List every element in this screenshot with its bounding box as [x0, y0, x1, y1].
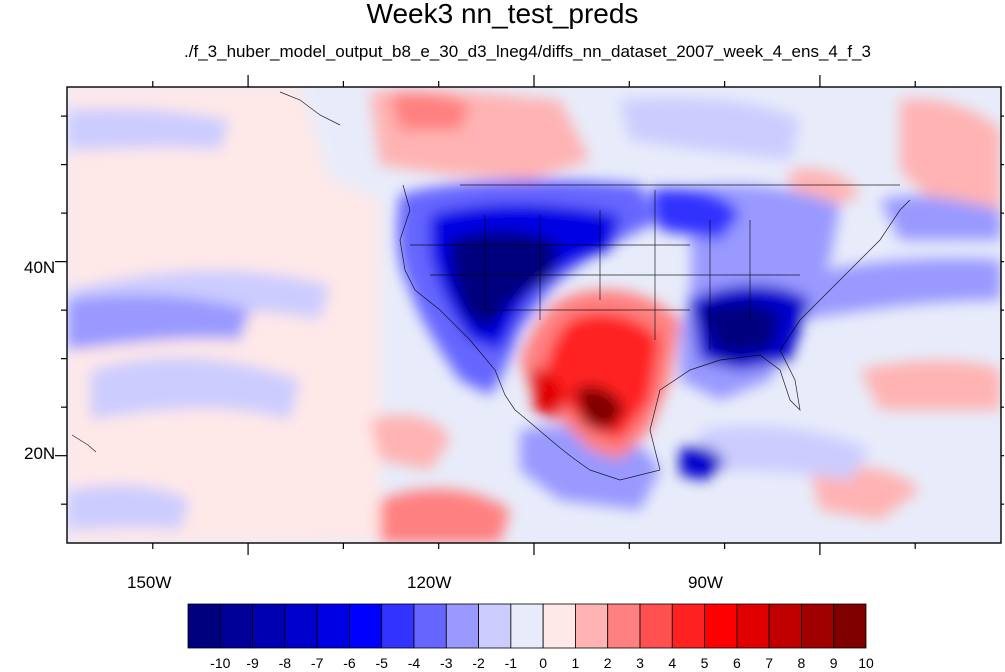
colorbar-label: -3	[440, 655, 453, 671]
colorbar-swatch	[316, 603, 350, 649]
colorbar-label: 9	[829, 655, 838, 671]
colorbar-swatch	[575, 603, 609, 649]
lat-label-40n: 40N	[24, 258, 56, 277]
colorbar-swatch	[801, 603, 835, 649]
map-subtitle: ./f_3_huber_model_output_b8_e_30_d3_lneg…	[184, 42, 871, 61]
colorbar-swatch	[639, 603, 673, 649]
colorbar-swatch	[219, 603, 253, 649]
colorbar-label: 5	[700, 655, 709, 671]
lon-label-120w: 120W	[407, 573, 452, 592]
anomaly-field	[67, 87, 1001, 543]
colorbar-swatch	[607, 603, 641, 649]
colorbar-label: 10	[858, 655, 874, 671]
colorbar-swatch	[381, 603, 415, 649]
lon-label-90w: 90W	[688, 573, 723, 592]
colorbar-swatch	[413, 603, 447, 649]
colorbar-label: 1	[571, 655, 580, 671]
colorbar-swatch	[768, 603, 802, 649]
map-title: Week3 nn_test_preds	[366, 0, 639, 29]
colorbar-swatch	[671, 603, 705, 649]
colorbar-label: -1	[504, 655, 518, 671]
colorbar-label: -9	[246, 655, 259, 671]
colorbar-swatch	[252, 603, 286, 649]
colorbar-label: -10	[210, 655, 231, 671]
colorbar-label: 0	[539, 655, 548, 671]
colorbar-swatch	[704, 603, 738, 649]
colorbar-label: -7	[310, 655, 324, 671]
colorbar-label: 4	[668, 655, 677, 671]
colorbar-swatch	[187, 603, 221, 649]
colorbar-swatch	[510, 603, 544, 649]
colorbar	[187, 603, 867, 649]
colorbar-swatch	[833, 603, 867, 649]
lon-label-150w: 150W	[127, 573, 172, 592]
colorbar-swatch	[478, 603, 512, 649]
colorbar-swatch	[284, 603, 318, 649]
colorbar-label: -6	[343, 655, 356, 671]
colorbar-swatch	[349, 603, 383, 649]
colorbar-label: 7	[765, 655, 774, 671]
colorbar-label: 2	[603, 655, 612, 671]
axis-ticks	[55, 75, 1004, 555]
colorbar-label: 8	[797, 655, 806, 671]
colorbar-label: 6	[732, 655, 741, 671]
colorbar-swatch	[736, 603, 770, 649]
colorbar-label: -5	[375, 655, 388, 671]
colorbar-label: 3	[636, 655, 644, 671]
colorbar-swatch	[445, 603, 479, 649]
colorbar-swatch	[542, 603, 576, 649]
colorbar-label: -2	[472, 655, 485, 671]
colorbar-label: -8	[278, 655, 292, 671]
lat-label-20n: 20N	[24, 444, 56, 463]
colorbar-label: -4	[407, 655, 421, 671]
